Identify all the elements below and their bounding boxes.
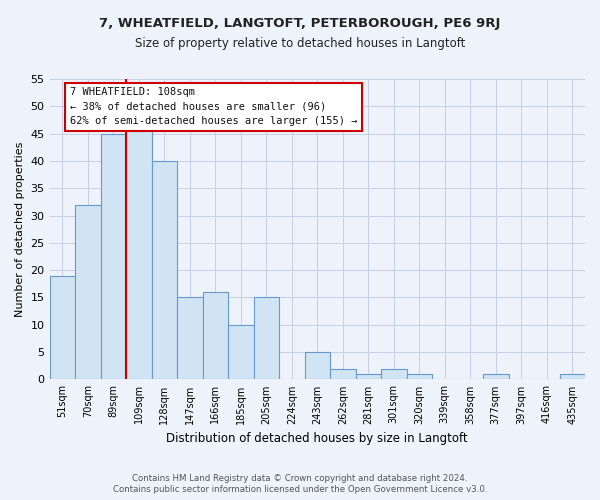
- Bar: [228, 325, 254, 380]
- Bar: [407, 374, 432, 380]
- Text: Contains public sector information licensed under the Open Government Licence v3: Contains public sector information licen…: [113, 485, 487, 494]
- Bar: [254, 298, 279, 380]
- Bar: [126, 128, 152, 380]
- Bar: [330, 368, 356, 380]
- Bar: [483, 374, 509, 380]
- Text: 7 WHEATFIELD: 108sqm
← 38% of detached houses are smaller (96)
62% of semi-detac: 7 WHEATFIELD: 108sqm ← 38% of detached h…: [70, 87, 358, 126]
- Bar: [203, 292, 228, 380]
- Bar: [177, 298, 203, 380]
- Bar: [50, 276, 75, 380]
- Bar: [381, 368, 407, 380]
- Text: Contains HM Land Registry data © Crown copyright and database right 2024.: Contains HM Land Registry data © Crown c…: [132, 474, 468, 483]
- Bar: [356, 374, 381, 380]
- Bar: [305, 352, 330, 380]
- Bar: [560, 374, 585, 380]
- X-axis label: Distribution of detached houses by size in Langtoft: Distribution of detached houses by size …: [166, 432, 468, 445]
- Bar: [101, 134, 126, 380]
- Bar: [75, 204, 101, 380]
- Text: 7, WHEATFIELD, LANGTOFT, PETERBOROUGH, PE6 9RJ: 7, WHEATFIELD, LANGTOFT, PETERBOROUGH, P…: [100, 18, 500, 30]
- Y-axis label: Number of detached properties: Number of detached properties: [15, 142, 25, 317]
- Text: Size of property relative to detached houses in Langtoft: Size of property relative to detached ho…: [135, 38, 465, 51]
- Bar: [152, 161, 177, 380]
